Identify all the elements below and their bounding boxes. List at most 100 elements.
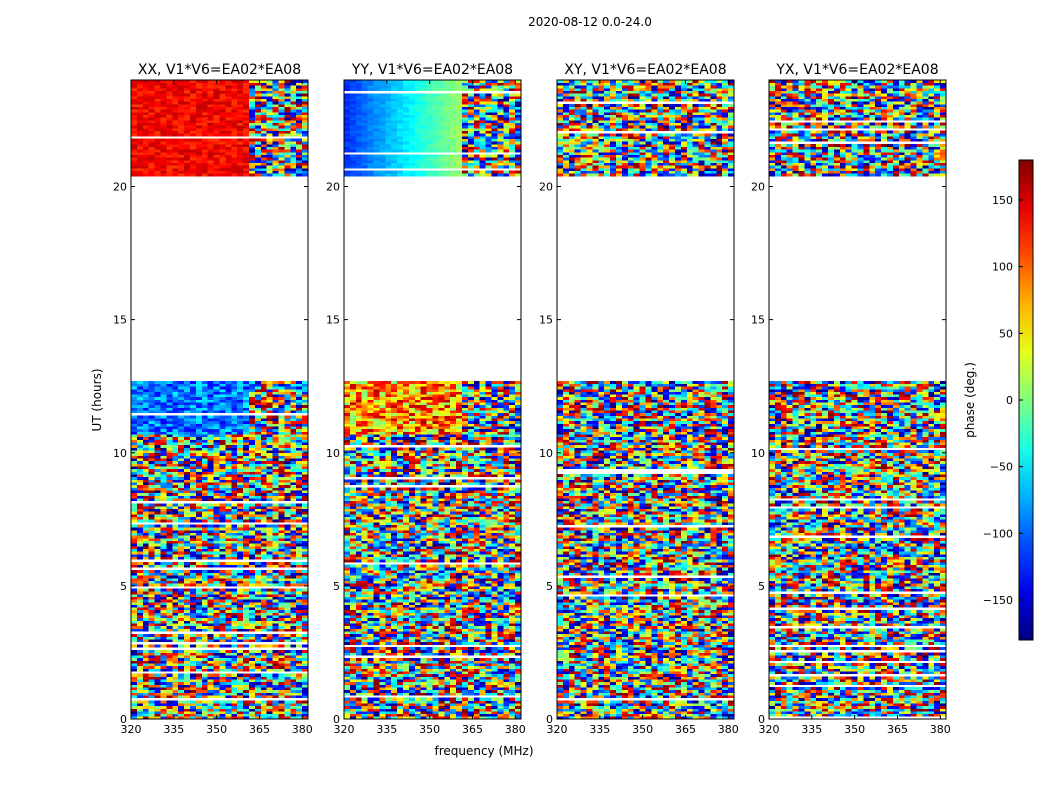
heatmap-cell <box>302 383 309 387</box>
heatmap-cell <box>272 681 279 685</box>
heatmap-cell <box>397 711 404 715</box>
heatmap-cell <box>195 167 203 171</box>
heatmap-cell <box>160 663 167 667</box>
heatmap-cell <box>237 628 244 632</box>
heatmap-cell <box>195 165 203 169</box>
heatmap-cell <box>219 418 226 422</box>
heatmap-cell <box>254 386 262 390</box>
heatmap-cell <box>225 426 232 430</box>
heatmap-cell <box>420 684 427 688</box>
heatmap-cell <box>231 402 238 406</box>
heatmap-cell <box>361 689 368 693</box>
heatmap-cell <box>136 543 144 547</box>
heatmap-cell <box>184 436 191 440</box>
heatmap-cell <box>278 684 285 688</box>
heatmap-cell <box>231 407 238 411</box>
heatmap-cell <box>219 157 226 161</box>
heatmap-cell <box>166 458 173 462</box>
heatmap-cell <box>178 103 185 108</box>
heatmap-cell <box>184 450 191 454</box>
heatmap-cell <box>254 103 262 108</box>
heatmap-cell <box>178 93 185 97</box>
heatmap-cell <box>142 649 150 653</box>
heatmap-cell <box>213 703 220 707</box>
heatmap-cell <box>284 165 291 169</box>
heatmap-cell <box>207 561 214 565</box>
heatmap-cell <box>142 106 150 110</box>
heatmap-cell <box>190 386 197 390</box>
heatmap-cell <box>249 423 256 427</box>
heatmap-cell <box>219 687 226 691</box>
heatmap-cell <box>302 442 309 446</box>
heatmap-cell <box>278 713 285 717</box>
heatmap-cell <box>160 625 167 629</box>
heatmap-cell <box>491 716 498 720</box>
heatmap-cell <box>154 484 161 488</box>
heatmap-cell <box>166 426 173 430</box>
heatmap-cell <box>172 141 179 145</box>
heatmap-cell <box>225 394 232 398</box>
heatmap-cell <box>172 111 179 116</box>
heatmap-cell <box>166 391 173 395</box>
heatmap-cell <box>272 545 279 549</box>
heatmap-cell <box>201 402 209 406</box>
heatmap-cell <box>266 165 273 169</box>
heatmap-cell <box>254 146 262 150</box>
heatmap-cell <box>160 652 167 656</box>
heatmap-cell <box>266 612 273 616</box>
heatmap-cell <box>456 708 463 712</box>
heatmap-cell <box>225 687 232 691</box>
heatmap-cell <box>243 612 250 616</box>
heatmap-cell <box>207 130 214 134</box>
heatmap-cell <box>195 394 203 398</box>
heatmap-cell <box>136 482 144 486</box>
heatmap-cell <box>201 119 209 123</box>
heatmap-cell <box>462 700 469 704</box>
heatmap-cell <box>131 700 138 704</box>
heatmap-cell <box>260 506 268 510</box>
heatmap-cell <box>290 173 297 177</box>
heatmap-cell <box>266 487 273 491</box>
heatmap-cell <box>195 479 203 483</box>
heatmap-cell <box>131 495 138 499</box>
heatmap-cell <box>249 447 256 451</box>
heatmap-cell <box>172 98 179 102</box>
heatmap-cell <box>154 617 161 621</box>
heatmap-cell <box>160 383 167 387</box>
heatmap-cell <box>254 689 262 693</box>
heatmap-cell <box>290 431 297 435</box>
heatmap-cell <box>213 463 220 467</box>
heatmap-cell <box>249 519 256 523</box>
heatmap-cell <box>254 561 262 565</box>
heatmap-cell <box>225 519 232 523</box>
heatmap-cell <box>260 151 268 155</box>
heatmap-cell <box>190 490 197 494</box>
heatmap-cell <box>190 551 197 555</box>
heatmap-cell <box>213 420 220 424</box>
heatmap-cell <box>284 466 291 470</box>
heatmap-cell <box>213 583 220 587</box>
heatmap-cell <box>403 708 410 712</box>
heatmap-cell <box>266 716 273 720</box>
heatmap-cell <box>142 713 150 717</box>
heatmap-cell <box>207 519 214 523</box>
heatmap-cell <box>260 620 268 624</box>
heatmap-cell <box>172 540 179 544</box>
heatmap-cell <box>485 711 492 715</box>
heatmap-cell <box>154 498 161 502</box>
heatmap-cell <box>219 527 226 531</box>
heatmap-cell <box>195 519 203 523</box>
heatmap-cell <box>260 551 268 555</box>
heatmap-cell <box>278 639 285 643</box>
heatmap-cell <box>219 716 226 720</box>
heatmap-cell <box>497 681 504 685</box>
heatmap-cell <box>284 591 291 595</box>
heatmap-cell <box>225 513 232 518</box>
heatmap-cell <box>154 687 161 691</box>
heatmap-cell <box>160 90 167 94</box>
heatmap-cell <box>225 692 232 696</box>
heatmap-cell <box>438 703 445 707</box>
heatmap-cell <box>237 484 244 488</box>
heatmap-cell <box>166 85 173 89</box>
heatmap-cell <box>213 511 220 515</box>
